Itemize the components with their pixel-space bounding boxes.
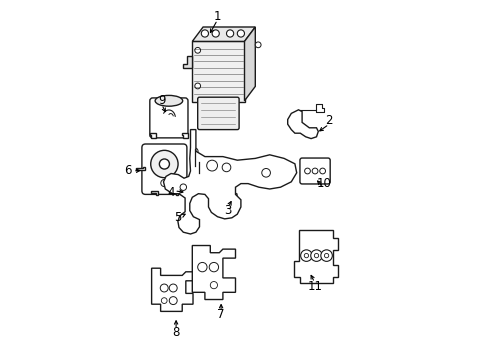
Circle shape: [310, 250, 322, 261]
Polygon shape: [183, 56, 192, 68]
Circle shape: [196, 165, 202, 171]
FancyBboxPatch shape: [299, 158, 329, 184]
Text: 1: 1: [213, 10, 221, 23]
Circle shape: [161, 179, 168, 186]
Circle shape: [319, 168, 325, 174]
Polygon shape: [244, 27, 255, 101]
Polygon shape: [136, 167, 145, 170]
FancyBboxPatch shape: [197, 97, 239, 130]
Circle shape: [159, 159, 169, 169]
Text: 3: 3: [224, 204, 231, 217]
Circle shape: [206, 160, 217, 171]
Circle shape: [311, 168, 317, 174]
Circle shape: [212, 30, 219, 37]
Circle shape: [222, 163, 230, 172]
Ellipse shape: [155, 95, 183, 106]
Polygon shape: [223, 190, 237, 206]
Circle shape: [191, 148, 198, 154]
Circle shape: [196, 161, 202, 167]
Polygon shape: [151, 268, 193, 311]
Circle shape: [320, 250, 332, 261]
Text: 4: 4: [166, 186, 174, 199]
Circle shape: [304, 168, 310, 174]
Circle shape: [197, 262, 206, 272]
Circle shape: [169, 297, 177, 305]
Text: 11: 11: [306, 280, 322, 293]
Circle shape: [169, 284, 177, 292]
Circle shape: [300, 250, 311, 261]
Polygon shape: [287, 110, 318, 139]
Circle shape: [226, 30, 233, 37]
FancyBboxPatch shape: [142, 144, 186, 194]
FancyBboxPatch shape: [149, 98, 187, 138]
Circle shape: [194, 83, 200, 89]
Polygon shape: [294, 230, 337, 283]
FancyBboxPatch shape: [191, 41, 244, 102]
Circle shape: [304, 253, 308, 258]
Circle shape: [314, 253, 318, 258]
Polygon shape: [149, 133, 155, 138]
Circle shape: [237, 30, 244, 37]
Circle shape: [180, 184, 186, 190]
Circle shape: [194, 48, 200, 53]
Circle shape: [209, 262, 218, 272]
Circle shape: [324, 253, 328, 258]
Circle shape: [191, 156, 198, 162]
Text: 9: 9: [158, 94, 165, 107]
Text: 10: 10: [316, 177, 330, 190]
Circle shape: [161, 298, 167, 303]
Circle shape: [191, 152, 198, 158]
Text: 5: 5: [174, 211, 181, 224]
Circle shape: [255, 42, 261, 48]
Polygon shape: [192, 27, 255, 41]
Circle shape: [201, 30, 208, 37]
Polygon shape: [182, 133, 187, 138]
Polygon shape: [170, 191, 178, 195]
Polygon shape: [163, 130, 296, 234]
Polygon shape: [151, 191, 158, 195]
Circle shape: [150, 150, 178, 178]
Text: 6: 6: [123, 165, 131, 177]
Polygon shape: [192, 246, 235, 300]
Circle shape: [261, 168, 270, 177]
Text: 7: 7: [217, 309, 224, 321]
Circle shape: [225, 194, 234, 202]
Text: 2: 2: [325, 114, 332, 127]
Circle shape: [160, 284, 168, 292]
Text: 8: 8: [172, 327, 180, 339]
Circle shape: [210, 282, 217, 289]
